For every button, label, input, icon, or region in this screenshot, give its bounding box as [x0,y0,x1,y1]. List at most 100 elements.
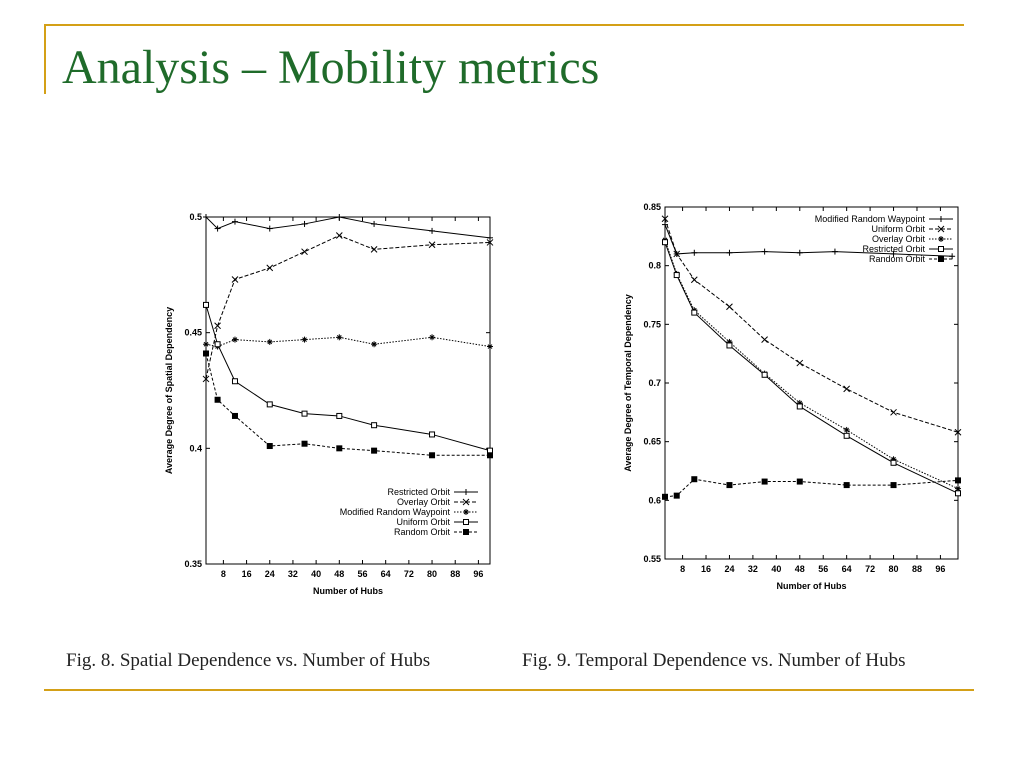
slide-title: Analysis – Mobility metrics [62,41,600,94]
x-tick-label: 32 [748,564,758,574]
legend-swatch-marker [463,519,469,525]
data-point [203,214,209,220]
y-tick-label: 0.75 [643,319,661,329]
data-point [336,412,343,419]
x-tick-label: 56 [818,564,828,574]
data-point [726,249,733,256]
data-point [203,301,209,308]
data-point [796,249,803,256]
x-tick-label: 96 [473,569,483,579]
x-tick-label: 8 [221,569,226,579]
series-line [205,336,491,348]
x-tick-label: 64 [381,569,391,579]
x-tick-label: 32 [288,569,298,579]
x-tick-label: 24 [265,569,275,579]
data-point [662,493,668,500]
data-point [673,250,681,258]
legend-label: Random Orbit [394,527,451,537]
data-point [890,408,897,416]
data-point [429,334,436,341]
data-point [429,452,436,459]
spatial-dependency-chart: 8 16 24 32 40 48 56 64 72 80 88 96 0.35 0.4 0.45 0.5 Num… [164,212,494,596]
data-point [231,336,238,343]
series-line [205,216,491,239]
x-tick-label: 8 [680,564,685,574]
y-tick-label: 0.6 [648,495,661,505]
x-tick-label: 96 [935,564,945,574]
x-tick-label: 16 [701,564,711,574]
x-tick-label: 56 [357,569,367,579]
series-uniform-orbit [203,301,493,454]
data-point [231,218,238,225]
y-tick-label: 0.65 [643,437,661,447]
data-point [796,403,803,410]
legend-label: Restricted Orbit [862,244,925,254]
series-line [664,478,959,498]
x-tick-label: 48 [795,564,805,574]
data-point [761,478,768,485]
legend-swatch-marker [463,509,469,515]
series-overlay-orbit [202,232,494,383]
data-point [955,477,961,484]
data-point [203,341,209,348]
x-tick-label: 16 [242,569,252,579]
data-point [690,276,698,284]
data-point [487,343,493,350]
legend-label: Modified Random Waypoint [815,214,926,224]
data-point [843,426,850,433]
data-point [231,276,239,283]
data-point [486,239,494,246]
data-point [673,492,680,499]
data-point [266,264,274,272]
data-point [761,248,768,255]
data-point [796,359,804,367]
data-point [761,371,768,378]
x-tick-label: 64 [842,564,852,574]
legend-label: Random Orbit [869,254,926,264]
x-axis-label: Number of Hubs [313,586,383,596]
y-tick-label: 0.85 [643,202,661,212]
series-random-orbit [662,476,961,500]
y-tick-label: 0.8 [648,261,661,271]
data-point [371,341,378,348]
data-point [831,248,838,255]
series-modified-random-waypoint [203,334,493,350]
data-point [266,225,273,232]
legend-label: Restricted Orbit [387,487,450,497]
data-point [955,490,961,497]
data-point [301,248,308,256]
data-point [673,272,680,279]
data-point [429,431,436,438]
y-tick-label: 0.35 [184,559,202,569]
data-point [428,241,436,249]
accent-rule-top [44,24,964,26]
legend-label: Modified Random Waypoint [340,507,451,517]
data-point [231,378,238,385]
data-point [890,459,897,466]
data-point [691,476,698,483]
data-point [336,445,343,452]
legend-label: Overlay Orbit [397,497,451,507]
x-tick-label: 80 [889,564,899,574]
series-uniform-orbit [661,215,962,436]
accent-bar-vertical [44,24,46,94]
plot-frame [205,216,491,565]
legend-label: Uniform Orbit [871,224,925,234]
data-point [843,482,850,489]
legend-swatch-marker [462,498,470,506]
data-point [691,309,698,316]
figure-caption-temporal: Fig. 9. Temporal Dependence vs. Number o… [522,650,906,671]
data-point [955,485,961,492]
x-tick-label: 48 [334,569,344,579]
legend-label: Overlay Orbit [872,234,926,244]
data-point [371,422,378,429]
data-point [266,338,273,345]
data-point [214,225,221,232]
data-point [726,342,733,349]
legend-swatch-marker [938,256,944,262]
legend-label: Uniform Orbit [396,517,450,527]
y-tick-label: 0.4 [189,443,202,453]
data-point [761,336,768,343]
data-point [266,401,273,408]
series-line [205,234,491,380]
